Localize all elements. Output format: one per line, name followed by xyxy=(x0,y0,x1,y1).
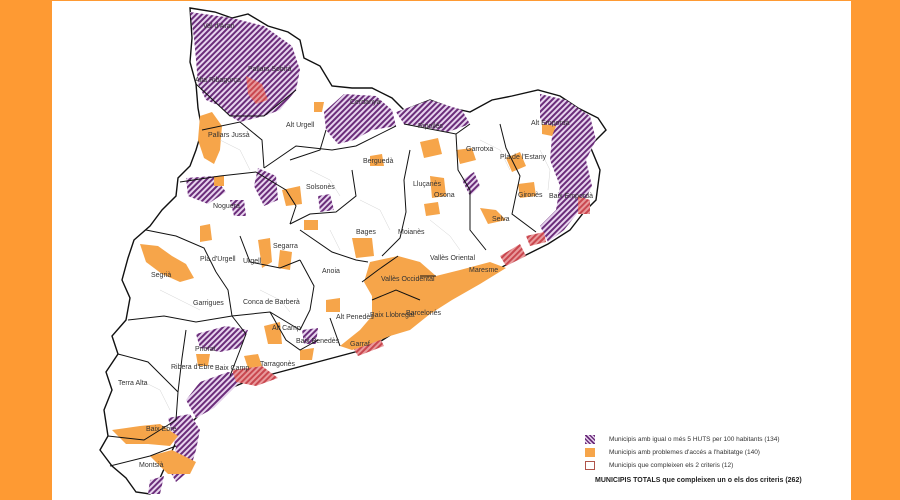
comarca-label: Segrià xyxy=(151,272,172,279)
comarca-label: Garrotxa xyxy=(466,146,494,153)
legend-item-both-criteria: Municipis que compleixen els 2 criteris … xyxy=(585,459,855,472)
comarca-label: Pla d'Urgell xyxy=(200,256,236,263)
comarca-label: Anoia xyxy=(322,268,340,275)
hatch-swatch-icon xyxy=(585,435,595,444)
legend-total: MUNICIPIS TOTALS que compleixen un o els… xyxy=(595,477,802,484)
legend-label: Municipis amb problemes d'accés a l'habi… xyxy=(609,449,760,456)
comarca-label: Ripollès xyxy=(418,123,443,130)
comarca-label: Lluçanès xyxy=(413,181,442,188)
comarca-label: Baix Empordà xyxy=(549,193,593,200)
comarca-label: Val d'Aran xyxy=(203,23,235,30)
comarca-label: Alt Penedès xyxy=(336,314,374,321)
map-legend: Municipis amb igual o més 5 HUTS per 100… xyxy=(585,433,855,484)
comarca-label: Priorat xyxy=(195,346,216,353)
comarca-label: Terra Alta xyxy=(118,380,148,387)
both-criteria-areas xyxy=(232,76,590,386)
comarca-label: Alta Ribagorça xyxy=(195,77,241,84)
comarca-label: Maresme xyxy=(469,267,499,274)
housing-access-areas xyxy=(112,102,556,474)
comarca-label: Solsonès xyxy=(306,184,335,191)
orange-swatch-icon xyxy=(585,448,595,457)
comarca-label: Tarragonès xyxy=(260,361,296,368)
comarca-label: Berguedà xyxy=(363,158,394,165)
comarca-label: Pallars Jussà xyxy=(208,132,250,139)
comarca-label: Pla de l'Estany xyxy=(500,154,547,161)
comarca-label: Garrigues xyxy=(193,300,224,307)
comarca-label: Alt Urgell xyxy=(286,122,315,129)
comarca-label: Vallès Occidental xyxy=(381,276,435,283)
comarca-label: Vallès Oriental xyxy=(430,255,476,262)
comarca-label: Osona xyxy=(434,192,455,199)
comarca-label: Baix Penedès xyxy=(296,338,340,345)
comarca-label: Gironès xyxy=(518,192,543,199)
comarca-label: Noguera xyxy=(213,203,240,210)
legend-item-housing-access: Municipis amb problemes d'accés a l'habi… xyxy=(585,446,855,459)
comarca-label: Baix Llobregat xyxy=(370,312,415,319)
legend-item-huts: Municipis amb igual o més 5 HUTS per 100… xyxy=(585,433,855,446)
comarca-label: Conca de Barberà xyxy=(243,299,300,306)
outline-swatch-icon xyxy=(585,461,595,470)
comarca-label: Moianès xyxy=(398,229,425,236)
comarca-label: Barcelonès xyxy=(406,310,442,317)
comarca-label: Cerdanya xyxy=(350,99,381,106)
comarca-label: Alt Camp xyxy=(272,325,301,332)
comarca-label: Garraf xyxy=(350,341,370,348)
municipal-borders xyxy=(139,139,551,411)
comarca-label: Alt Empordà xyxy=(531,120,570,127)
comarca-label: Baix Ebre xyxy=(146,426,177,433)
comarca-label: Pallars Sobirà xyxy=(248,66,292,73)
catalonia-outline xyxy=(99,7,607,495)
comarca-label: Montsià xyxy=(139,462,164,469)
comarca-label: Ribera d'Ebre xyxy=(171,364,214,371)
legend-label: Municipis amb igual o més 5 HUTS per 100… xyxy=(609,436,780,443)
legend-label: Municipis que compleixen els 2 criteris … xyxy=(609,462,734,469)
comarca-label: Urgell xyxy=(243,258,262,265)
comarca-label: Segarra xyxy=(273,243,298,250)
comarca-label: Bages xyxy=(356,229,376,236)
comarca-borders xyxy=(107,83,537,467)
comarca-label: Selva xyxy=(492,216,510,223)
comarca-label: Baix Camp xyxy=(215,365,250,372)
